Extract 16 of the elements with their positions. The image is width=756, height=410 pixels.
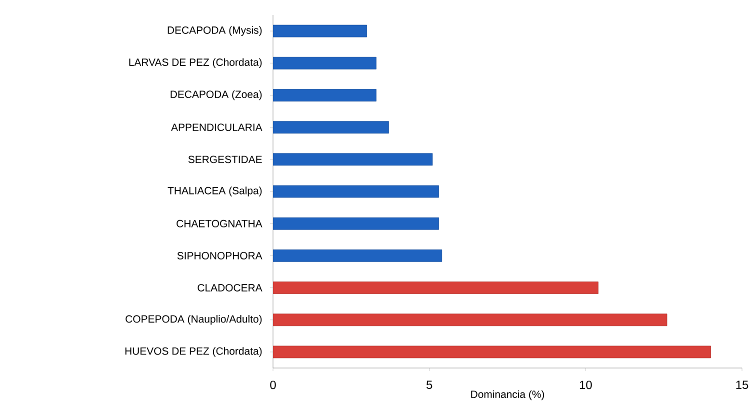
y-tick-label: LARVAS DE PEZ (Chordata) [129, 58, 262, 68]
x-tick-label: 5 [426, 380, 432, 390]
y-tick-label: APPENDICULARIA [171, 124, 262, 132]
y-tick-label: CLADOCERA [198, 284, 262, 292]
x-tick-label: 0 [270, 380, 276, 390]
y-tick-label: SERGESTIDAE [188, 156, 262, 164]
x-axis-title: Dominancia (%) [471, 390, 544, 400]
y-tick-label: THALIACEA (Salpa) [168, 186, 262, 196]
x-tick-label: 10 [580, 380, 592, 390]
y-tick-label: HUEVOS DE PEZ (Chordata) [125, 347, 262, 357]
y-tick-label: SIPHONOPHORA [177, 252, 262, 260]
y-tick-label: DECAPODA (Mysis) [168, 26, 262, 36]
y-tick-label: CHAETOGNATHA [176, 220, 262, 228]
y-tick-label: DECAPODA (Zoea) [170, 90, 262, 100]
x-tick-label: 15 [736, 380, 748, 390]
y-tick-label: COPEPODA (Nauplio/Adulto) [126, 314, 262, 325]
